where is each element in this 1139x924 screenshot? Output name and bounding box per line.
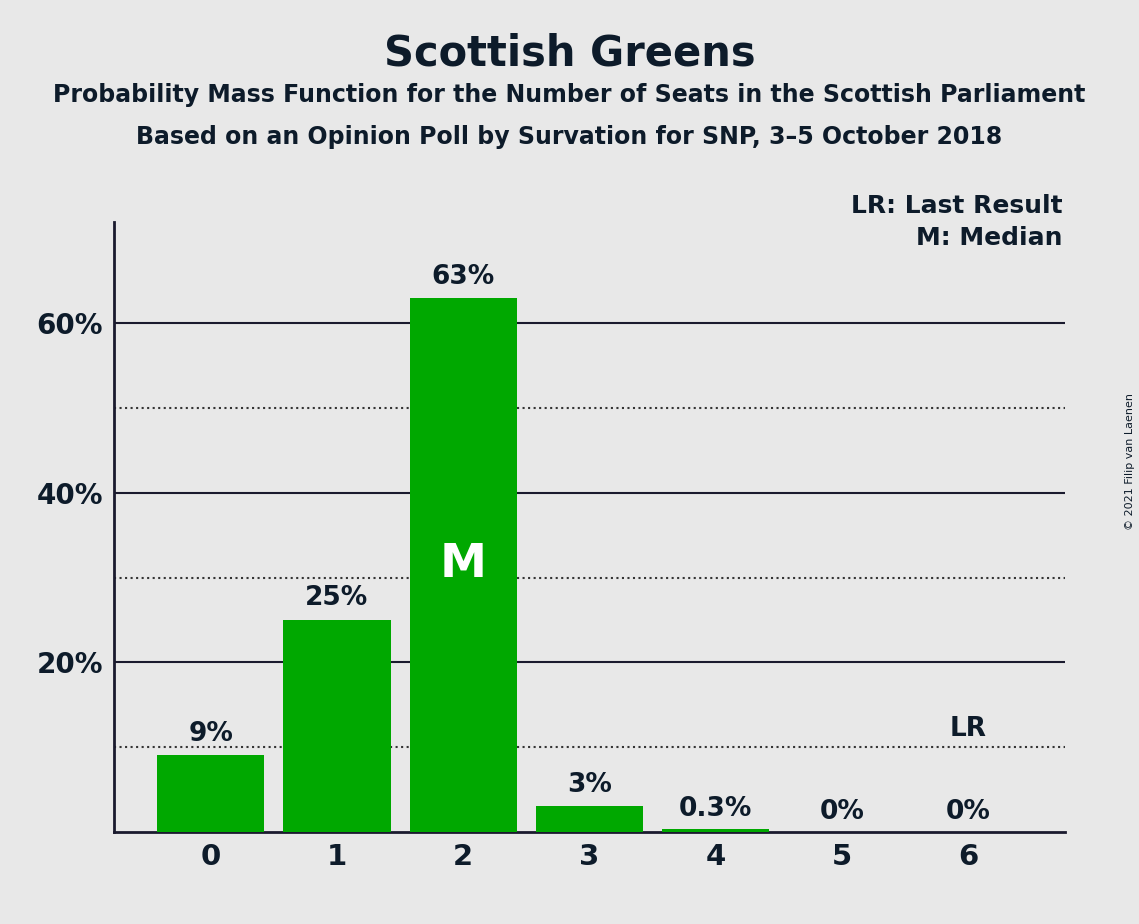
Text: Probability Mass Function for the Number of Seats in the Scottish Parliament: Probability Mass Function for the Number… [54, 83, 1085, 107]
Bar [410, 298, 517, 832]
Text: 25%: 25% [305, 586, 369, 612]
Text: 9%: 9% [188, 721, 233, 747]
Bar [535, 806, 644, 832]
Bar [662, 829, 769, 832]
Text: 0%: 0% [945, 799, 991, 825]
Bar [284, 620, 391, 832]
Bar [157, 756, 264, 832]
Text: 3%: 3% [567, 772, 612, 797]
Text: Based on an Opinion Poll by Survation for SNP, 3–5 October 2018: Based on an Opinion Poll by Survation fo… [137, 125, 1002, 149]
Text: M: Median: M: Median [916, 226, 1063, 250]
Text: LR: LR [950, 716, 986, 742]
Text: LR: Last Result: LR: Last Result [851, 194, 1063, 218]
Text: 0%: 0% [819, 799, 865, 825]
Text: 63%: 63% [432, 263, 494, 289]
Text: Scottish Greens: Scottish Greens [384, 32, 755, 74]
Text: © 2021 Filip van Laenen: © 2021 Filip van Laenen [1125, 394, 1134, 530]
Text: M: M [440, 542, 486, 588]
Text: 0.3%: 0.3% [679, 796, 753, 822]
